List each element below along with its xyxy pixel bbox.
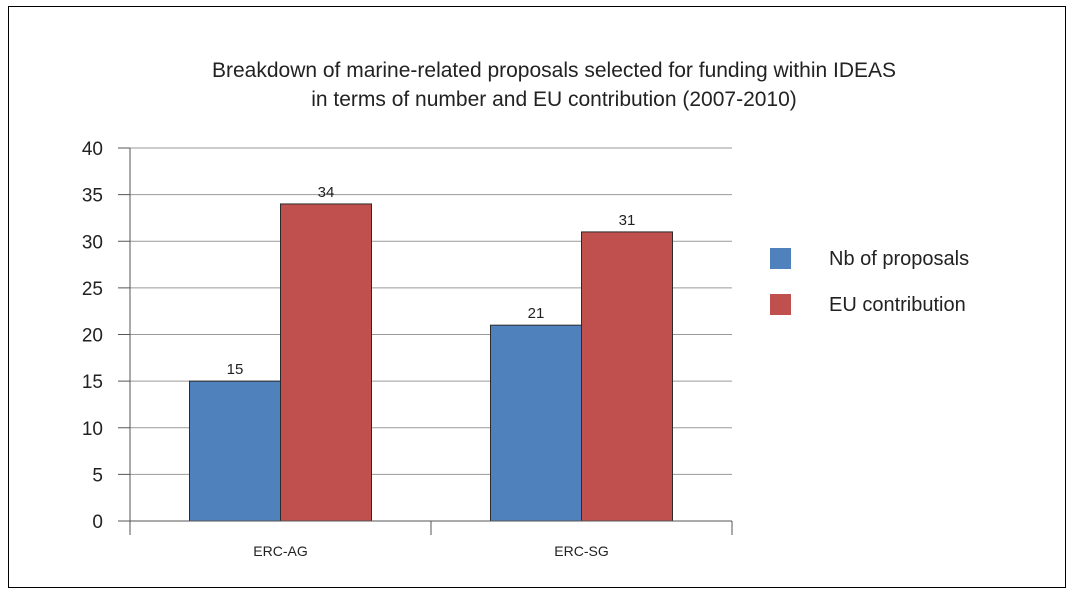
y-tick-label: 30 bbox=[82, 232, 103, 253]
y-tick-label: 10 bbox=[82, 419, 103, 440]
legend-label: Nb of proposals bbox=[829, 248, 969, 270]
legend-swatch bbox=[770, 248, 791, 269]
data-label: 34 bbox=[318, 184, 335, 201]
chart-title: Breakdown of marine-related proposals se… bbox=[212, 59, 896, 82]
x-category-label: ERC-SG bbox=[554, 543, 608, 559]
legend: Nb of proposals EU contribution bbox=[770, 248, 969, 316]
x-category-label: ERC-AG bbox=[253, 543, 307, 559]
legend-label: EU contribution bbox=[829, 294, 966, 316]
y-tick-label: 0 bbox=[92, 512, 103, 533]
legend-swatch bbox=[770, 294, 791, 315]
y-tick-label: 15 bbox=[82, 372, 103, 393]
bar bbox=[280, 203, 372, 522]
data-label: 15 bbox=[227, 361, 244, 378]
chart-subtitle: in terms of number and EU contribution (… bbox=[311, 88, 797, 111]
bar bbox=[490, 324, 582, 522]
y-tick-label: 35 bbox=[82, 186, 103, 207]
plot-area: 0 5 10 15 20 25 30 35 40 15 34 ERC-AG 21 31 ERC-SG bbox=[82, 139, 733, 559]
y-tick-label: 25 bbox=[82, 279, 103, 300]
y-tick-label: 40 bbox=[82, 139, 103, 160]
y-tick-label: 20 bbox=[82, 326, 103, 347]
data-label: 21 bbox=[528, 305, 545, 322]
data-label: 31 bbox=[619, 212, 636, 229]
bar bbox=[189, 380, 281, 522]
y-tick-label: 5 bbox=[92, 465, 103, 486]
bar bbox=[581, 231, 673, 522]
